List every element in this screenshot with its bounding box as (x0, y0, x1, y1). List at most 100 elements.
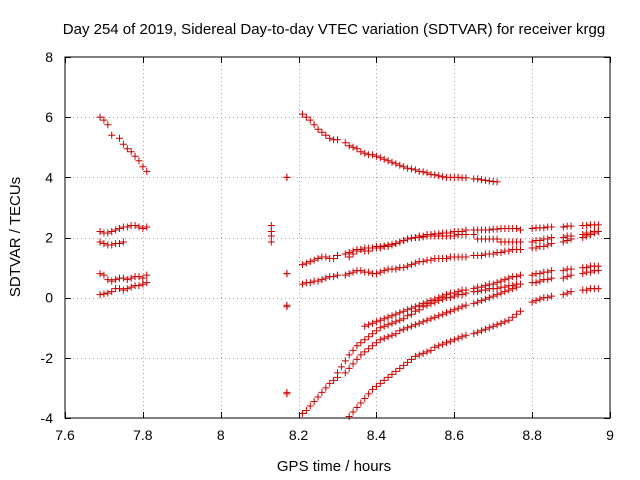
data-point (587, 268, 595, 276)
data-point (400, 163, 408, 171)
data-point (302, 113, 310, 121)
data-point (361, 348, 369, 356)
data-point (497, 249, 505, 257)
data-point (380, 315, 388, 323)
data-point (548, 240, 556, 248)
data-point (540, 243, 548, 251)
y-tick-label: 4 (45, 169, 53, 185)
data-point (516, 280, 524, 288)
data-point (314, 255, 322, 263)
data-point (330, 273, 338, 281)
data-point (357, 399, 365, 407)
data-point (516, 246, 524, 254)
x-tick-label: 7.8 (133, 427, 153, 443)
data-point (485, 324, 493, 332)
data-point (341, 139, 349, 147)
data-point (563, 237, 571, 245)
data-point (361, 149, 369, 157)
data-point (349, 268, 357, 276)
data-point (314, 277, 322, 285)
data-point (104, 276, 112, 284)
data-point (298, 261, 306, 269)
data-point (365, 345, 373, 353)
data-point (404, 164, 412, 172)
data-point (513, 273, 521, 281)
data-point (380, 376, 388, 384)
data-point (100, 240, 108, 248)
y-tick-label: 6 (45, 109, 53, 125)
data-point (458, 333, 466, 341)
data-point (361, 394, 369, 402)
data-point (139, 224, 147, 232)
data-point (326, 379, 334, 387)
data-point (528, 271, 536, 279)
data-point (532, 297, 540, 305)
data-point (384, 313, 392, 321)
data-point (559, 291, 567, 299)
data-point (119, 140, 127, 148)
data-point (493, 285, 501, 293)
data-point (509, 313, 517, 321)
data-point (302, 259, 310, 267)
data-point (392, 367, 400, 375)
y-tick-label: 0 (45, 290, 53, 306)
data-point (135, 273, 143, 281)
data-point (579, 234, 587, 241)
data-point (594, 227, 602, 235)
data-point (143, 279, 151, 287)
data-point (474, 328, 482, 336)
data-point (349, 408, 357, 416)
data-point (376, 379, 384, 387)
data-point (283, 173, 291, 181)
data-point (505, 247, 513, 255)
data-point (384, 333, 392, 341)
data-point (143, 167, 151, 175)
data-point (407, 261, 415, 269)
data-point (400, 325, 408, 333)
data-point (470, 330, 478, 338)
data-point (283, 270, 291, 278)
data-point (341, 250, 349, 258)
data-point (493, 235, 501, 243)
y-tick-label: 2 (45, 230, 53, 246)
data-point (104, 289, 112, 297)
data-point (450, 336, 458, 344)
data-point (567, 235, 575, 243)
data-point (474, 298, 482, 306)
data-point (369, 319, 377, 327)
data-point (396, 364, 404, 372)
data-point (594, 221, 602, 229)
data-point (427, 300, 435, 308)
data-point (411, 166, 419, 174)
data-point (353, 403, 361, 411)
data-point (497, 277, 505, 285)
data-point (384, 373, 392, 381)
data-point (411, 321, 419, 329)
data-point (318, 388, 326, 396)
grid (65, 57, 610, 418)
data-point (462, 253, 470, 261)
data-point (108, 227, 116, 235)
data-point (116, 285, 123, 293)
data-point (376, 268, 384, 276)
data-point (306, 279, 314, 287)
data-point (372, 270, 380, 278)
data-point (123, 145, 131, 153)
data-point (96, 270, 104, 278)
data-point (431, 298, 439, 306)
data-point (458, 303, 466, 311)
data-point (594, 267, 602, 275)
data-point (123, 285, 131, 293)
data-point (497, 319, 505, 327)
data-point (357, 339, 365, 347)
data-point (528, 238, 536, 246)
data-point (345, 364, 353, 372)
data-point (100, 290, 108, 298)
data-point (462, 301, 470, 309)
data-point (267, 221, 275, 229)
data-point (369, 330, 377, 338)
data-point (505, 316, 513, 324)
data-point (131, 221, 139, 229)
data-point (470, 300, 478, 308)
data-point (353, 247, 361, 255)
